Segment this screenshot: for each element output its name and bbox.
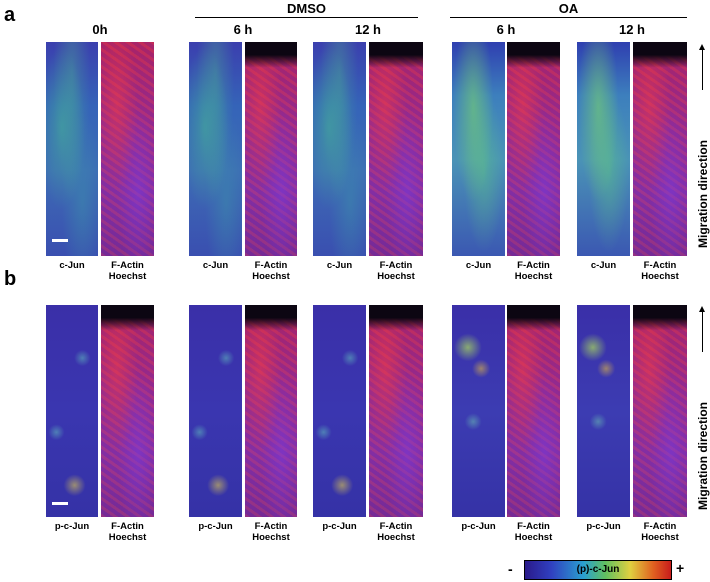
image-a-dmso-6h-cjun	[189, 42, 242, 256]
panel-letter-a: a	[4, 4, 16, 26]
caption-b-oa-6h-factin: F-Actin Hoechst	[514, 521, 553, 543]
image-a-oa-12h-factin	[633, 42, 687, 256]
caption-b-oa-6h-pcjun: p-c-Jun	[461, 521, 496, 532]
group-line-dmso	[195, 17, 418, 18]
scale-bar	[52, 239, 68, 242]
scale-bar	[52, 502, 68, 505]
arrow-up-icon	[699, 306, 705, 312]
caption-a-dmso-12h-factin: F-Actin Hoechst	[377, 260, 415, 282]
caption-b-dmso-6h-pcjun: p-c-Jun	[198, 521, 233, 532]
migration-direction-label-a: Migration direction	[696, 140, 710, 248]
caption-b-0h-pcjun: p-c-Jun	[54, 521, 90, 532]
image-a-dmso-12h-cjun	[313, 42, 366, 256]
arrow-line	[702, 48, 703, 90]
group-header-dmso: DMSO	[287, 1, 326, 16]
image-b-oa-12h-pcjun	[577, 305, 630, 517]
caption-b-0h-factin: F-Actin Hoechst	[108, 521, 147, 543]
caption-a-oa-12h-cjun: c-Jun	[590, 260, 617, 271]
image-a-dmso-6h-factin	[245, 42, 297, 256]
colorbar-plus: +	[676, 560, 685, 576]
column-header-dmso-6h: 6 h	[233, 22, 253, 37]
arrow-up-icon	[699, 44, 705, 50]
arrow-line	[702, 310, 703, 352]
image-b-0h-pcjun	[46, 305, 98, 517]
colorbar: (p)-c-Jun	[524, 560, 672, 580]
image-a-0h-cjun	[46, 42, 98, 256]
column-header-dmso-12h: 12 h	[354, 22, 381, 37]
image-b-dmso-6h-factin	[245, 305, 297, 517]
caption-a-0h-cjun: c-Jun	[59, 260, 85, 271]
caption-a-oa-12h-factin: F-Actin Hoechst	[641, 260, 679, 282]
image-b-dmso-12h-factin	[369, 305, 423, 517]
image-a-oa-12h-cjun	[577, 42, 630, 256]
image-b-0h-factin	[101, 305, 154, 517]
colorbar-minus: -	[508, 561, 513, 577]
caption-a-dmso-6h-cjun: c-Jun	[202, 260, 229, 271]
image-a-dmso-12h-factin	[369, 42, 423, 256]
caption-b-oa-12h-factin: F-Actin Hoechst	[641, 521, 679, 543]
image-a-oa-6h-factin	[507, 42, 560, 256]
image-b-oa-6h-factin	[507, 305, 560, 517]
caption-b-dmso-6h-factin: F-Actin Hoechst	[252, 521, 290, 543]
caption-a-0h-factin: F-Actin Hoechst	[108, 260, 147, 282]
caption-a-oa-6h-cjun: c-Jun	[465, 260, 492, 271]
image-b-dmso-6h-pcjun	[189, 305, 242, 517]
image-b-dmso-12h-pcjun	[313, 305, 366, 517]
group-header-oa: OA	[558, 1, 579, 16]
colorbar-label: (p)-c-Jun	[576, 564, 620, 575]
column-header-oa-6h: 6 h	[496, 22, 516, 37]
column-header-oa-12h: 12 h	[618, 22, 645, 37]
image-a-0h-factin	[101, 42, 154, 256]
image-b-oa-6h-pcjun	[452, 305, 505, 517]
migration-direction-label-b: Migration direction	[696, 402, 710, 510]
caption-b-dmso-12h-factin: F-Actin Hoechst	[377, 521, 415, 543]
image-a-oa-6h-cjun	[452, 42, 505, 256]
column-header-0h: 0h	[92, 22, 108, 37]
caption-b-dmso-12h-pcjun: p-c-Jun	[322, 521, 357, 532]
caption-a-dmso-6h-factin: F-Actin Hoechst	[252, 260, 290, 282]
caption-a-oa-6h-factin: F-Actin Hoechst	[514, 260, 553, 282]
group-line-oa	[450, 17, 687, 18]
image-b-oa-12h-factin	[633, 305, 687, 517]
panel-letter-b: b	[4, 268, 17, 290]
caption-b-oa-12h-pcjun: p-c-Jun	[586, 521, 621, 532]
caption-a-dmso-12h-cjun: c-Jun	[326, 260, 353, 271]
